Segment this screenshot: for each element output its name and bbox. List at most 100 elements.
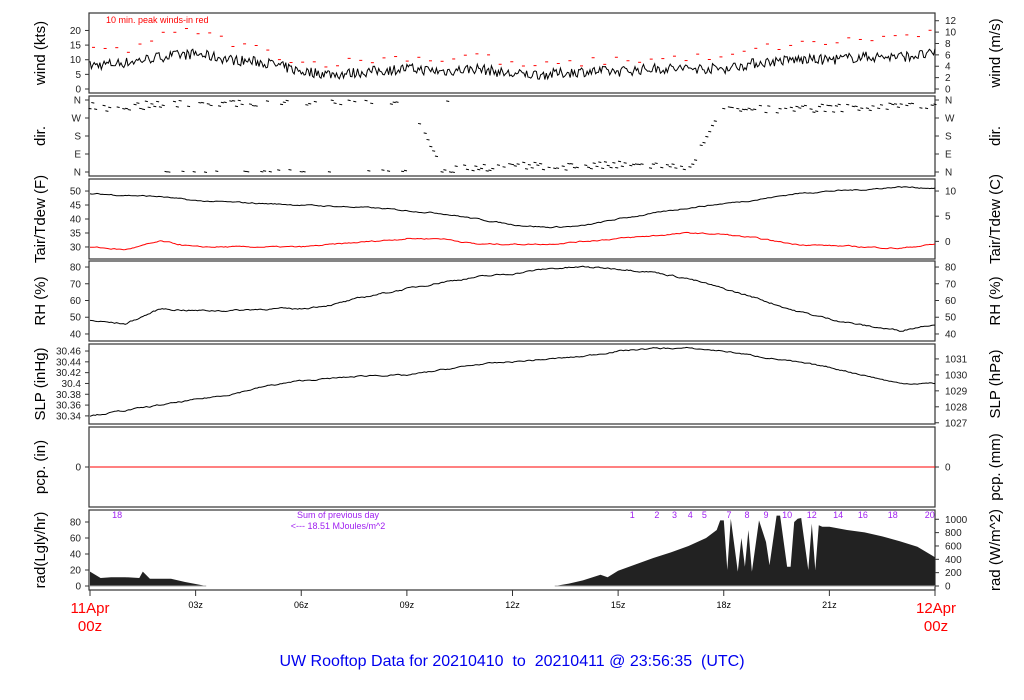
dir-mark — [367, 169, 371, 172]
temp-ytick-label: 50 — [70, 187, 82, 198]
dir-mark — [888, 102, 892, 105]
dir-mark — [829, 104, 833, 107]
dir-mark — [758, 104, 762, 107]
temp-ylabel-right: Tair/Tdew (C) — [987, 174, 1004, 264]
dir-mark — [713, 120, 717, 122]
dir-mark — [617, 160, 622, 163]
dir-mark — [555, 167, 560, 169]
slp-ytick-label: 30.42 — [56, 368, 81, 379]
dir-mark — [561, 165, 565, 167]
slp-series-slp — [89, 346, 936, 417]
dir-mark — [541, 168, 546, 171]
rad-ylabel: rad(Lgly/hr) — [32, 512, 49, 589]
dir-mark — [429, 145, 433, 148]
temp-series-tair — [89, 186, 936, 229]
rad-ytick-right-label: 0 — [945, 582, 951, 593]
slp-ytick-right-label: 1031 — [945, 354, 968, 365]
dir-mark — [846, 103, 850, 106]
dir-mark — [634, 163, 639, 165]
dir-mark — [592, 162, 596, 164]
dir-mark — [339, 103, 343, 106]
dir-mark — [708, 130, 712, 133]
dir-mark — [865, 107, 869, 109]
dir-mark — [474, 165, 478, 167]
dir-mark — [539, 162, 543, 165]
dir-mark — [215, 170, 219, 172]
dir-mark — [606, 164, 610, 167]
dir-mark — [209, 104, 213, 107]
dir-mark — [158, 106, 163, 108]
temp-ytick-label: 40 — [70, 215, 82, 226]
dir-mark — [575, 166, 579, 169]
dir-mark — [727, 106, 731, 108]
dir-mark — [527, 163, 531, 166]
dir-mark — [533, 161, 537, 164]
dir-mark — [513, 165, 517, 167]
slp-ytick-right-label: 1029 — [945, 386, 968, 397]
dir-mark — [463, 164, 467, 166]
dir-mark — [403, 169, 408, 172]
rad-hour-mark: 18 — [112, 510, 122, 520]
dir-mark — [750, 109, 754, 111]
rh-ytick-label: 40 — [70, 329, 82, 340]
dir-mark — [223, 101, 227, 104]
dir-mark — [91, 102, 95, 104]
dir-mark — [392, 101, 396, 104]
dir-ytick-label: S — [74, 132, 81, 143]
dir-mark — [891, 103, 895, 106]
dir-mark — [871, 105, 875, 107]
dir-mark — [632, 163, 636, 166]
dir-mark — [203, 171, 208, 174]
dir-mark — [432, 150, 436, 152]
rh-ytick-label: 70 — [70, 279, 82, 290]
wind-ytick-right-label: 10 — [945, 28, 957, 39]
dir-mark — [277, 169, 281, 171]
dir-mark — [479, 167, 484, 170]
dir-mark — [234, 105, 239, 108]
dir-ytick-label: E — [74, 150, 81, 161]
dir-mark — [536, 164, 540, 166]
end-date-label: 12Apr — [916, 600, 956, 617]
dir-mark — [623, 162, 627, 164]
dir-mark — [251, 104, 255, 107]
dir-mark — [153, 105, 157, 108]
dir-mark — [240, 103, 244, 106]
slp-ytick-right-label: 1027 — [945, 418, 968, 429]
dir-mark — [446, 100, 450, 102]
rad-hour-mark: 4 — [688, 510, 693, 520]
slp-frame — [88, 343, 936, 425]
slp-ytick-right-label: 1030 — [945, 370, 968, 381]
dir-mark — [905, 104, 909, 107]
dir-ytick-right-label: E — [945, 150, 952, 161]
rad-hour-mark: 2 — [654, 510, 659, 520]
rh-series-rh — [89, 265, 935, 332]
dir-mark — [198, 101, 202, 104]
dir-mark — [299, 170, 303, 173]
dir-mark — [879, 104, 884, 106]
rad-hour-mark: 18 — [888, 510, 898, 520]
dir-mark — [139, 107, 143, 110]
dir-mark — [547, 166, 551, 169]
dir-mark — [702, 141, 706, 144]
dir-mark — [730, 106, 734, 109]
rad-ytick-label: 60 — [70, 534, 82, 545]
dir-mark — [156, 100, 160, 103]
rh-ytick-right-label: 80 — [945, 263, 957, 274]
dir-mark — [313, 100, 317, 103]
dir-mark — [522, 161, 526, 164]
wind-ylabel-right: wind (m/s) — [987, 18, 1004, 88]
end-time-label: 00z — [924, 618, 948, 635]
dir-ytick-label: N — [74, 96, 81, 107]
temp-series-tdew — [90, 231, 936, 251]
rad-hour-mark: 16 — [858, 510, 868, 520]
wind-series-wind — [89, 48, 936, 81]
dir-mark — [136, 102, 140, 104]
dir-mark — [423, 132, 427, 134]
dir-mark — [471, 169, 475, 172]
dir-mark — [823, 110, 827, 113]
dir-mark — [232, 100, 236, 102]
